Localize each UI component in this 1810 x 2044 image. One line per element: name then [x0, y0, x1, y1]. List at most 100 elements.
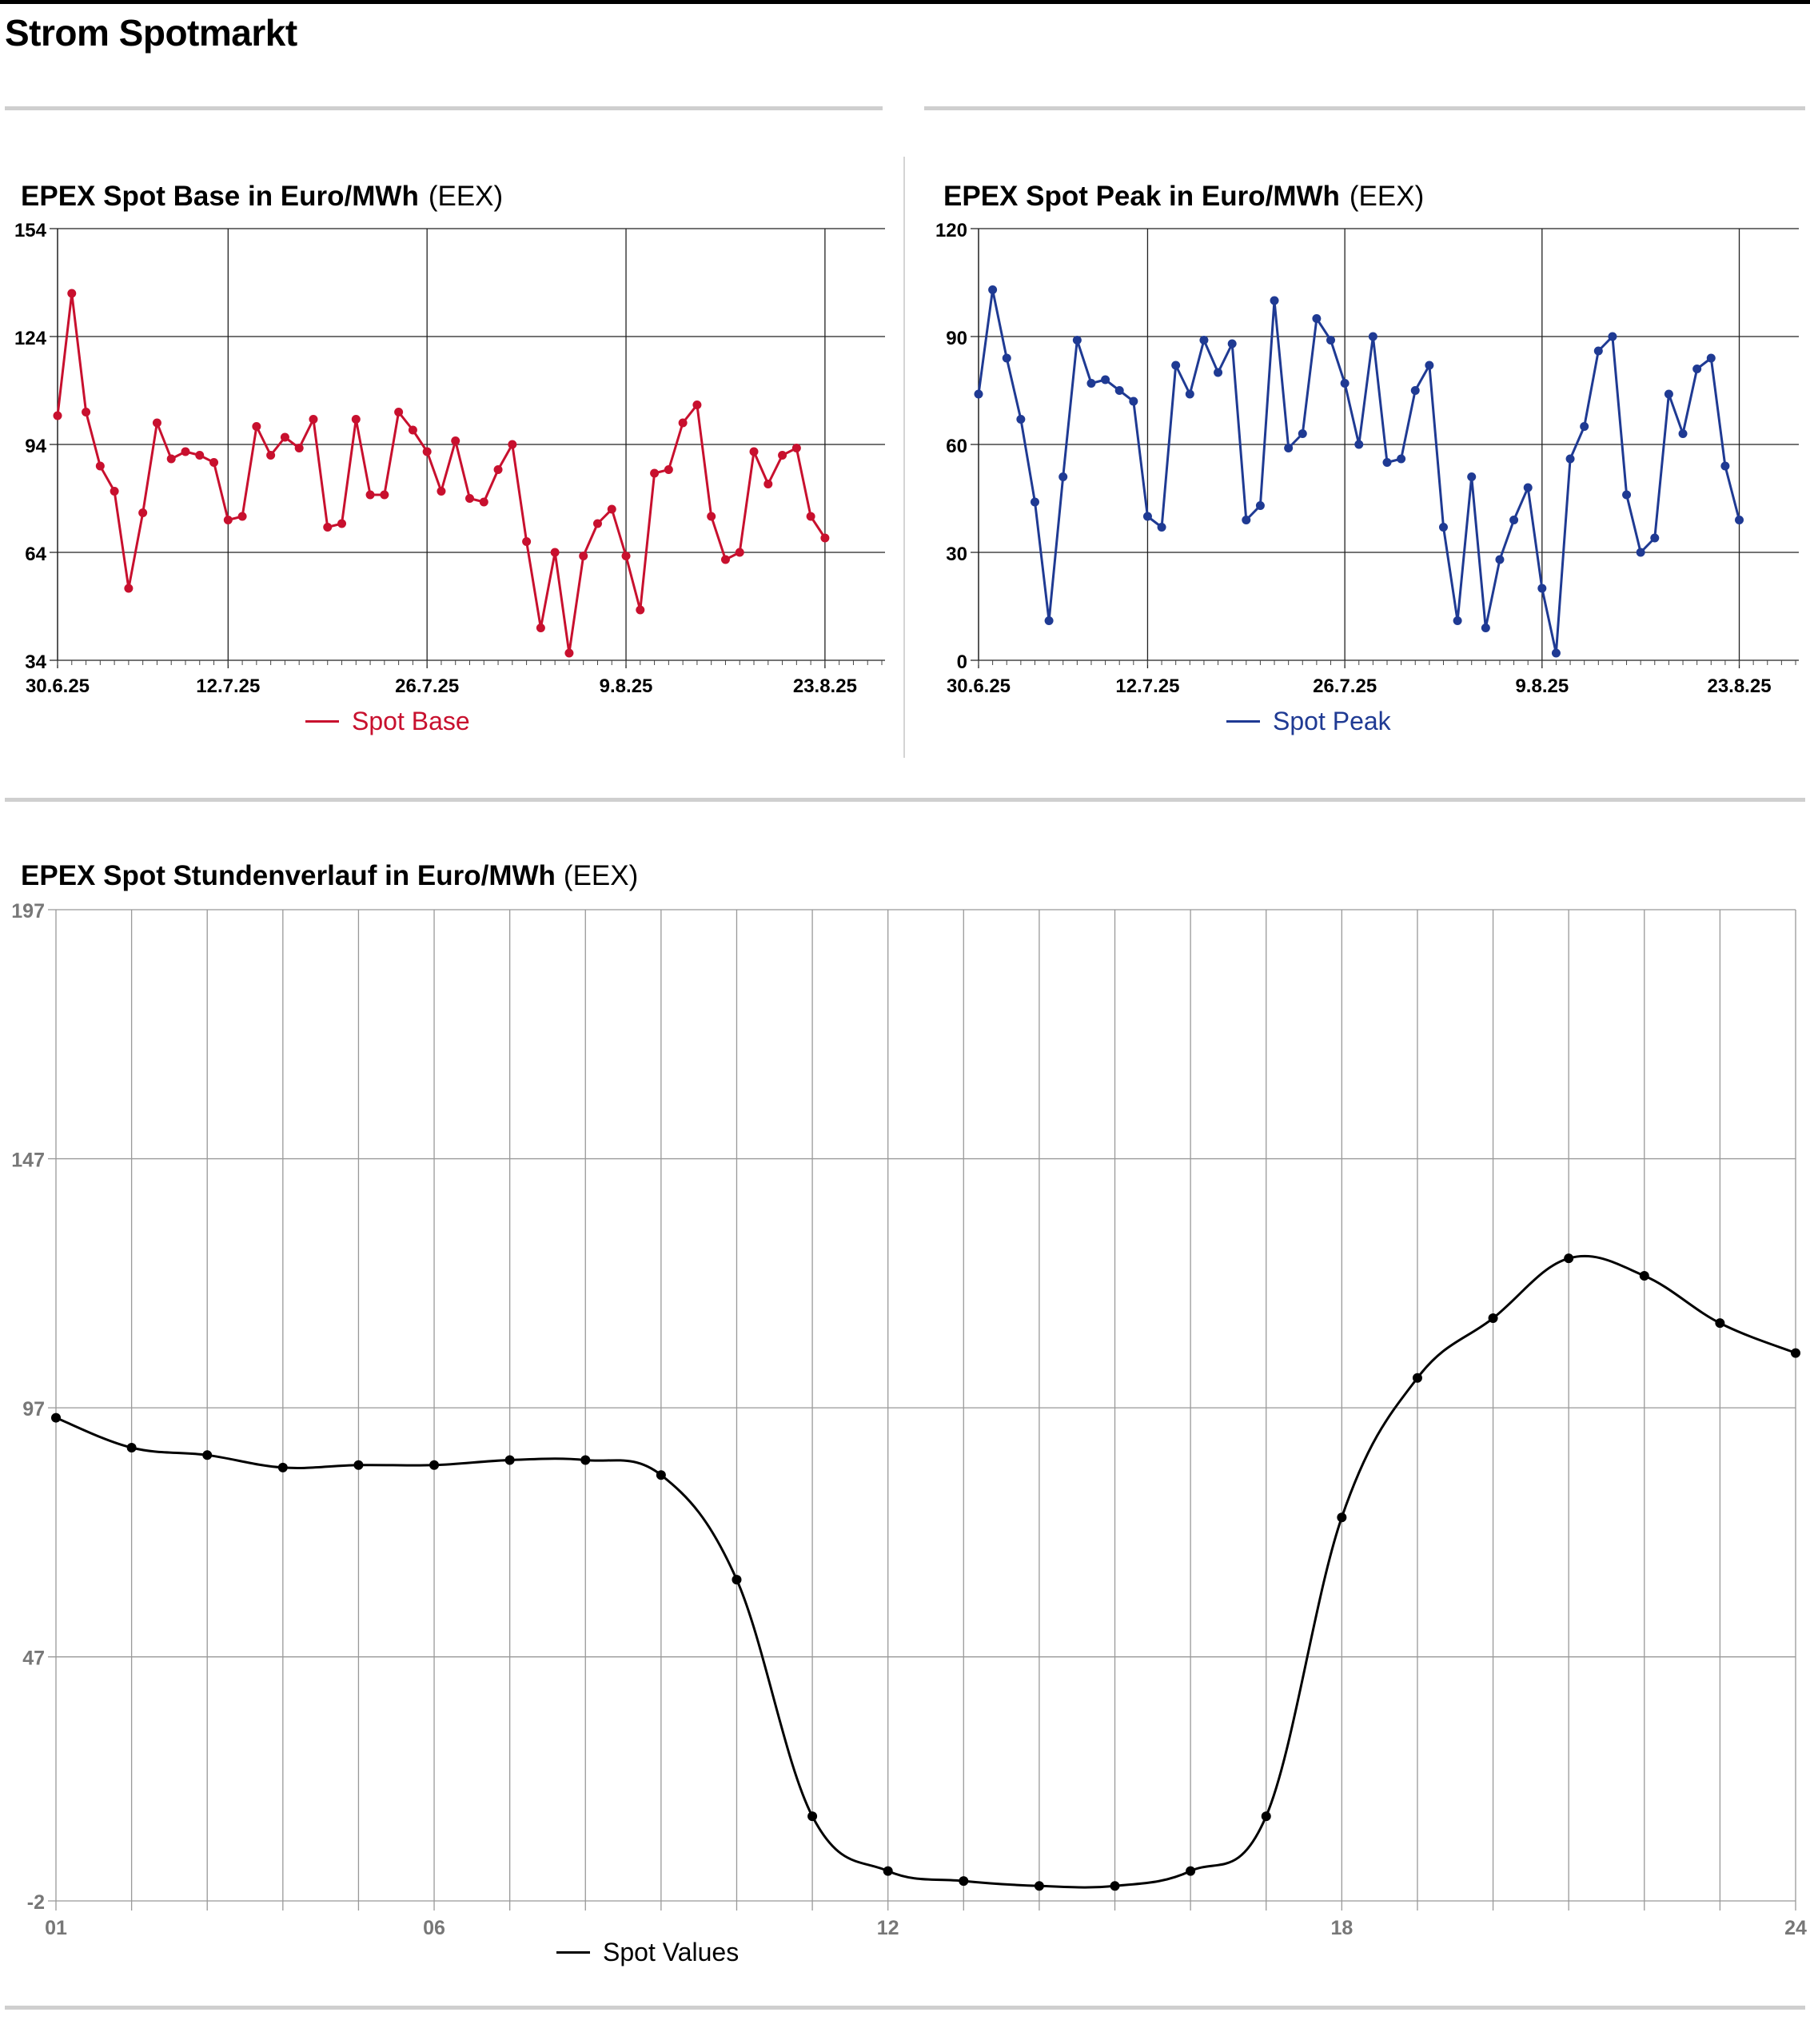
peak-x-tick-label: 12.7.25 [1115, 675, 1179, 697]
base-chart-title: EPEX Spot Base in Euro/MWh (EEX) [21, 181, 503, 213]
hourly-y-tick-label: 147 [11, 1150, 45, 1172]
base-data-point [778, 451, 787, 460]
peak-data-point [1058, 472, 1068, 481]
base-data-point [166, 454, 176, 464]
peak-data-point [1030, 497, 1039, 507]
base-data-point [749, 447, 759, 456]
base-data-point [152, 418, 161, 428]
base-y-tick-label: 34 [25, 651, 46, 673]
base-x-tick-label: 26.7.25 [395, 675, 459, 697]
peak-data-point [1636, 548, 1645, 557]
peak-data-point [1495, 555, 1505, 564]
peak-chart-title-text: EPEX Spot Peak in Euro/MWh [943, 181, 1340, 212]
hourly-data-point [1261, 1811, 1271, 1822]
peak-data-point [1622, 490, 1632, 500]
base-data-point [465, 494, 474, 503]
hourly-data-point [353, 1460, 364, 1470]
base-data-point [323, 523, 333, 532]
hourly-chart-title-text: EPEX Spot Stundenverlauf in Euro/MWh [21, 860, 556, 891]
base-data-point [735, 548, 744, 557]
base-data-point [479, 497, 488, 507]
peak-data-point [1312, 314, 1322, 323]
hourly-data-point [1186, 1866, 1196, 1876]
base-x-tick-label: 9.8.25 [600, 675, 653, 697]
base-x-tick-label: 23.8.25 [793, 675, 857, 697]
base-data-point [493, 465, 503, 474]
base-data-point [422, 447, 432, 456]
base-data-point [294, 444, 304, 452]
base-data-point [380, 490, 389, 500]
base-data-point [437, 487, 446, 496]
peak-y-tick-label: 60 [946, 436, 967, 457]
peak-data-point [1425, 361, 1434, 370]
peak-chart-title: EPEX Spot Peak in Euro/MWh (EEX) [943, 181, 1424, 213]
base-data-point [82, 408, 91, 416]
section-rule [5, 2006, 1805, 2010]
base-data-point [564, 648, 574, 658]
peak-data-point [1185, 389, 1194, 399]
base-data-point [522, 537, 532, 546]
peak-data-point [1142, 512, 1152, 521]
peak-data-point [1227, 339, 1237, 349]
hourly-data-point [1488, 1313, 1498, 1323]
base-data-point [365, 490, 375, 500]
hourly-data-point [1110, 1881, 1120, 1891]
base-chart-source: (EEX) [428, 181, 504, 212]
hourly-data-point [1715, 1318, 1725, 1329]
base-y-tick-label: 94 [25, 436, 46, 457]
peak-legend: Spot Peak [1226, 707, 1391, 736]
hourly-y-tick-label: -2 [27, 1891, 45, 1914]
peak-data-point [1650, 533, 1660, 543]
peak-data-point [1284, 444, 1294, 452]
hourly-x-tick-label: 12 [877, 1917, 899, 1939]
base-data-point [95, 461, 105, 471]
peak-data-point [1368, 332, 1377, 341]
peak-data-point [1157, 523, 1166, 532]
hourly-data-point [277, 1462, 288, 1472]
peak-data-point [1214, 368, 1223, 377]
hourly-legend: Spot Values [556, 1938, 739, 1967]
peak-data-point [1678, 429, 1688, 438]
hourly-data-point [126, 1442, 137, 1452]
peak-data-point [1509, 516, 1519, 524]
peak-x-tick-label: 26.7.25 [1313, 675, 1377, 697]
peak-data-point [1438, 523, 1448, 532]
base-data-point [451, 436, 460, 445]
base-data-point [280, 432, 289, 442]
top-bar [0, 0, 1810, 4]
peak-y-tick-label: 120 [935, 220, 967, 241]
peak-chart: 0 30 60 90 120 30.6.25 12.7.25 26.7.25 9.8.25 23.… [935, 220, 1799, 697]
peak-data-point [1467, 472, 1477, 481]
base-data-point [195, 451, 205, 460]
peak-data-point [1016, 415, 1026, 424]
base-data-point [266, 451, 276, 460]
peak-chart-source: (EEX) [1349, 181, 1425, 212]
base-data-point [138, 508, 148, 517]
section-rule [5, 106, 883, 110]
peak-data-point [1706, 353, 1716, 363]
base-legend-swatch [305, 720, 339, 723]
base-legend: Spot Base [305, 707, 470, 736]
hourly-data-point [883, 1866, 893, 1876]
base-y-tick-label: 124 [14, 328, 47, 349]
hourly-data-point [732, 1575, 742, 1585]
base-data-point [110, 487, 119, 496]
hourly-data-point [504, 1455, 515, 1465]
hourly-data-point [1034, 1881, 1044, 1891]
peak-data-point [1101, 375, 1110, 384]
hourly-x-tick-label: 06 [423, 1917, 445, 1939]
base-data-point [636, 605, 645, 615]
peak-data-point [1171, 361, 1181, 370]
peak-data-point [1255, 501, 1265, 510]
peak-x-tick-label: 30.6.25 [947, 675, 1011, 697]
peak-x-tick-label: 23.8.25 [1707, 675, 1771, 697]
peak-data-point [1410, 386, 1420, 395]
base-y-tick-label: 154 [14, 220, 47, 241]
peak-legend-label: Spot Peak [1273, 707, 1391, 735]
peak-data-point [1608, 332, 1617, 341]
base-x-tick-label: 30.6.25 [26, 675, 90, 697]
base-data-point [209, 458, 219, 467]
base-data-point [223, 516, 233, 524]
base-data-point [720, 555, 730, 564]
base-data-point [607, 504, 616, 514]
